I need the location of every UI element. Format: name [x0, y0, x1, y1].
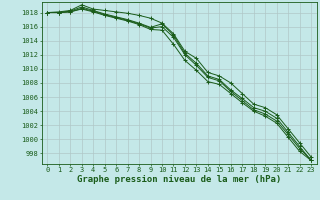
X-axis label: Graphe pression niveau de la mer (hPa): Graphe pression niveau de la mer (hPa): [77, 175, 281, 184]
